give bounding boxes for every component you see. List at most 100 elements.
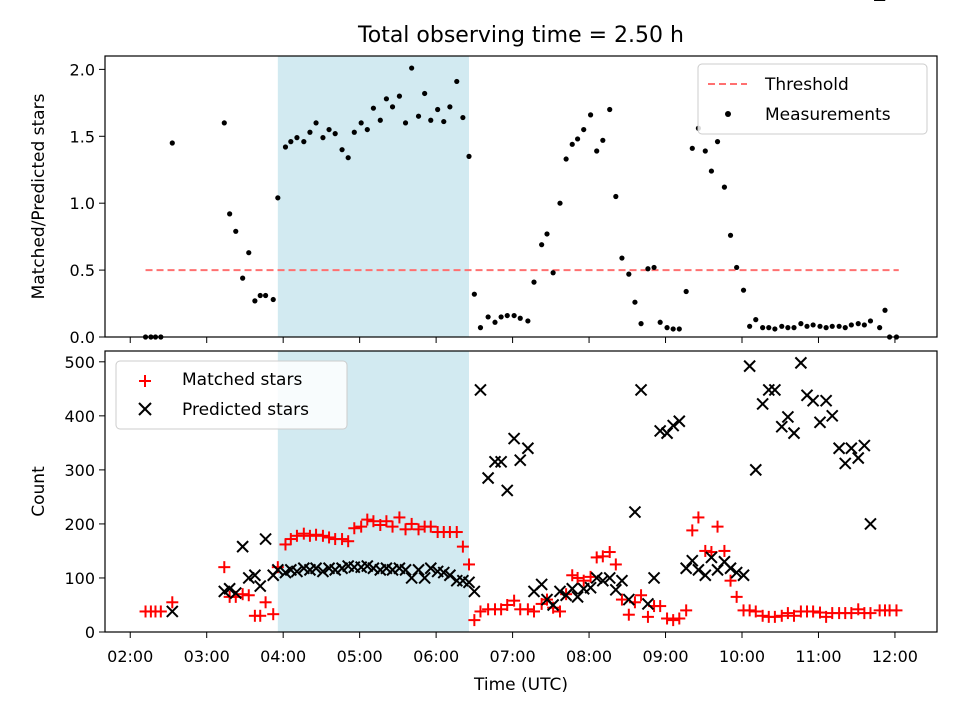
ratio-y-axis-label: Matched/Predicted stars [29,93,49,299]
matched-stars-point [242,589,255,602]
predicted-stars-point [481,471,495,485]
measurement-point [657,319,663,325]
count-legend: Matched stars Predicted stars [115,360,348,430]
matched-stars-point [468,614,481,627]
matched-stars-point [323,531,336,544]
predicted-legend-swatch [138,402,152,416]
measurement-point [861,322,867,328]
matched-legend-swatch [139,375,151,387]
predicted-stars-point [794,356,808,370]
matched-stars-point [756,609,769,622]
count-panel-data [139,0,903,627]
measurement-point [574,136,581,142]
predicted-stars-point [858,439,871,452]
predicted-stars-point [571,590,584,604]
predicted-stars-point [699,569,712,582]
predicted-stars-point [412,563,425,577]
measurement-point [377,117,383,123]
y-tick-label: 200 [64,515,95,534]
x-tick-label: 09:00 [642,647,688,666]
measurement-point [676,326,682,332]
matched-stars-point [554,605,566,618]
matched-stars-point [254,609,267,622]
predicted-stars-point [290,565,304,578]
y-tick-label: 0.0 [70,328,95,347]
matched-stars-point [661,612,674,625]
matched-stars-point [508,594,521,607]
measurement-point [766,325,772,331]
measurement-point [683,288,689,295]
measurement-point [747,323,753,329]
matched-stars-point [424,520,437,533]
matched-stars-point [781,607,794,620]
measurement-point [689,145,695,151]
measurement-point [638,321,644,327]
matched-legend-label: Matched stars [182,370,302,390]
count-y-axis-label: Count [29,466,49,517]
predicted-stars-point [309,562,323,575]
measurement-point [471,291,477,297]
predicted-stars-point [535,578,548,591]
measurement-point [594,148,600,154]
matched-stars-point [596,550,609,563]
matched-stars-point [463,558,475,571]
matched-stars-point [768,610,781,623]
measurement-point [402,120,409,126]
matched-stars-point [166,596,179,609]
predicted-stars-point [653,424,667,438]
predicted-stars-point [813,416,827,429]
measurement-point [307,129,313,135]
predicted-stars-point [546,598,560,612]
predicted-stars-point [673,415,686,428]
measurement-point [262,292,269,299]
measurement-point [294,135,300,141]
count-panel: 0 100 200 300 400 500 02:00 03:00 04:00 05:00 06:0… [29,0,938,666]
matched-stars-point [654,600,667,613]
measurement-point [498,314,504,320]
matched-stars-point [692,511,705,524]
matched-stars-point [393,511,406,524]
measurement-point [708,168,715,174]
measurement-point [364,126,370,133]
x-tick-label: 12:00 [872,647,918,666]
measurement-point [525,318,531,324]
predicted-stars-point [724,562,737,575]
predicted-stars-point [622,593,636,606]
measurement-point [581,126,587,133]
predicted-stars-point [609,583,623,597]
matched-stars-point [724,574,737,587]
measurement-point [351,129,357,135]
measurement-point [492,319,498,325]
chart-title: Total observing time = 2.50 h [357,23,684,48]
predicted-stars-point [259,532,272,546]
measurement-point [345,155,351,161]
measurement-point [613,193,619,200]
predicted-stars-point [839,457,852,470]
measurement-point [619,255,625,261]
predicted-stars-point [566,582,579,595]
y-tick-label: 100 [64,569,95,588]
measurement-point [435,106,441,113]
predicted-stars-point [271,563,285,577]
matched-stars-point [259,596,272,609]
measurement-point [734,264,740,271]
predicted-stars-point [743,359,756,373]
matched-stars-point [399,523,412,536]
measurement-point [169,140,175,146]
matched-stars-point [590,551,603,564]
matched-stars-point [310,528,323,541]
measurement-point [466,153,472,159]
measurement-point [339,147,345,153]
count-legend-box [115,360,348,430]
x-tick-label: 06:00 [413,647,459,666]
predicted-stars-point [514,453,527,467]
matched-stars-point [154,605,167,618]
matched-stars-point [218,561,231,574]
x-tick-label: 07:00 [490,647,536,666]
y-tick-label: 0.5 [70,261,95,280]
measurement-point [823,325,829,331]
measurement-point [557,200,563,206]
predicted-stars-point [768,383,782,397]
matched-stars-point [845,607,858,620]
